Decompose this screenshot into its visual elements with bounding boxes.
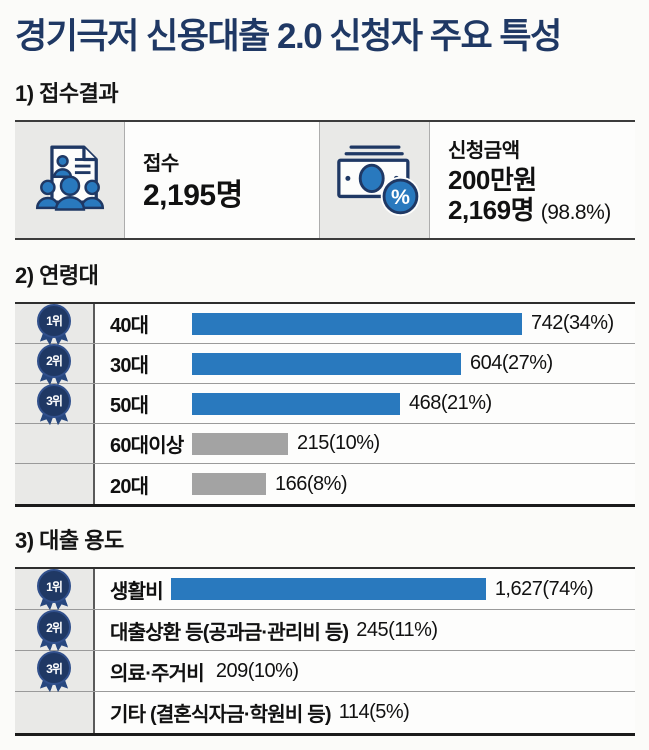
rank-label: 3위: [37, 383, 71, 418]
rank-2-medal-icon: 2위: [36, 610, 72, 650]
rank-badge-cell: 1위: [15, 303, 95, 344]
value-label: 215(10%): [297, 432, 380, 454]
section-heading-reception: 1) 접수결과: [15, 81, 119, 106]
purpose-row-living-expenses: 1위 생활비 1,627(74%): [15, 569, 635, 610]
rank-badge-cell: [15, 692, 95, 733]
bar-40s: [192, 312, 522, 335]
age-bar-chart: 1위 40대 742(34%) 2위 30대 604(27%): [15, 302, 635, 507]
rank-2-medal-icon: 2위: [36, 343, 72, 384]
applicants-icon-cell: [15, 122, 125, 238]
age-row-content: 20대 166(8%): [95, 464, 635, 504]
loan-amount-cell: 신청금액 200만원 2,169명 (98.8%): [430, 122, 635, 238]
value-label: 114(5%): [338, 701, 410, 723]
rank-3-medal-icon: 3위: [36, 383, 72, 424]
money-icon-cell: %: [320, 122, 430, 238]
purpose-row-medical-housing: 3위 의료·주거비 209(10%): [15, 651, 635, 692]
age-row-60s-plus: 60대이상 215(10%): [15, 424, 635, 464]
loan-amount-count-number: 2,169명: [448, 195, 534, 225]
rank-badge-cell: 3위: [15, 383, 95, 424]
rank-badge-cell: [15, 464, 95, 504]
value-label: 468(21%): [409, 392, 492, 414]
rank-label: 1위: [37, 303, 71, 338]
purpose-row-content: 의료·주거비 209(10%): [95, 651, 635, 691]
reception-label: 접수: [143, 152, 179, 175]
category-label: 의료·주거비: [110, 662, 205, 685]
purpose-row-content: 대출상환 등(공과금·관리비 등) 245(11%): [95, 610, 635, 650]
category-label: 30대: [110, 355, 149, 377]
purpose-row-loan-repayment: 2위 대출상환 등(공과금·관리비 등) 245(11%): [15, 610, 635, 651]
loan-amount-label: 신청금액: [448, 140, 520, 163]
applicants-document-icon: [29, 139, 111, 221]
page-title: 경기극저 신용대출 2.0 신청자 주요 특성: [15, 17, 562, 56]
age-row-content: 50대 468(21%): [95, 384, 635, 423]
value-label: 604(27%): [470, 352, 553, 374]
bar-20s: [192, 473, 266, 495]
rank-label: 2위: [37, 343, 71, 378]
loan-amount-count-percent: (98.8%): [540, 201, 612, 224]
age-row-40s: 1위 40대 742(34%): [15, 303, 635, 344]
category-label: 대출상환 등(공과금·관리비 등): [110, 621, 349, 644]
rank-1-medal-icon: 1위: [36, 569, 72, 609]
rank-label: 1위: [37, 569, 71, 603]
rank-label: 3위: [37, 651, 71, 685]
age-row-20s: 20대 166(8%): [15, 464, 635, 504]
category-label: 생활비: [110, 580, 164, 603]
rank-badge-cell: 2위: [15, 343, 95, 384]
category-label: 20대: [110, 475, 149, 498]
age-row-30s: 2위 30대 604(27%): [15, 343, 635, 384]
bar-60s-plus: [192, 432, 288, 455]
rank-badge-cell: 1위: [15, 569, 95, 609]
category-label: 40대: [110, 315, 149, 337]
reception-stats-row: 접수 2,195명 % 신청금액 200만원: [15, 120, 635, 240]
rank-label: 2위: [37, 610, 71, 644]
reception-count-cell: 접수 2,195명: [125, 122, 320, 238]
value-label: 166(8%): [275, 472, 348, 495]
age-row-content: 30대 604(27%): [95, 344, 635, 383]
section-heading-age: 2) 연령대: [15, 263, 99, 288]
loan-amount-count: 2,169명 (98.8%): [448, 195, 635, 226]
rank-1-medal-icon: 1위: [36, 303, 72, 344]
percent-glyph: %: [390, 185, 409, 209]
age-row-content: 40대 742(34%): [95, 304, 635, 343]
rank-badge-cell: 2위: [15, 610, 95, 650]
purpose-row-content: 생활비 1,627(74%): [95, 569, 635, 609]
category-label: 기타 (결혼식자금·학원비 등): [110, 704, 332, 726]
age-row-50s: 3위 50대 468(21%): [15, 383, 635, 424]
category-label: 60대이상: [110, 435, 184, 457]
rank-badge-cell: [15, 424, 95, 463]
reception-count-value: 2,195명: [143, 178, 243, 212]
category-label: 50대: [110, 395, 149, 417]
value-label: 245(11%): [356, 618, 438, 641]
value-label: 209(10%): [215, 659, 299, 682]
section-heading-purpose: 3) 대출 용도: [15, 528, 124, 553]
age-row-content: 60대이상 215(10%): [95, 424, 635, 463]
bar-living-expenses: [170, 578, 486, 600]
rank-badge-cell: 3위: [15, 651, 95, 691]
value-label: 742(34%): [531, 312, 614, 334]
money-percent-icon: %: [329, 140, 421, 220]
bar-50s: [192, 392, 400, 415]
purpose-row-content: 기타 (결혼식자금·학원비 등) 114(5%): [95, 692, 635, 733]
rank-3-medal-icon: 3위: [36, 651, 72, 691]
purpose-bar-chart: 1위 생활비 1,627(74%) 2위 대출상환 등(공과금·관리비 등) 2…: [15, 567, 635, 736]
bar-30s: [192, 352, 461, 375]
value-label: 1,627(74%): [494, 577, 594, 600]
loan-amount-value: 200만원: [448, 165, 537, 196]
purpose-row-other: 기타 (결혼식자금·학원비 등) 114(5%): [15, 692, 635, 733]
